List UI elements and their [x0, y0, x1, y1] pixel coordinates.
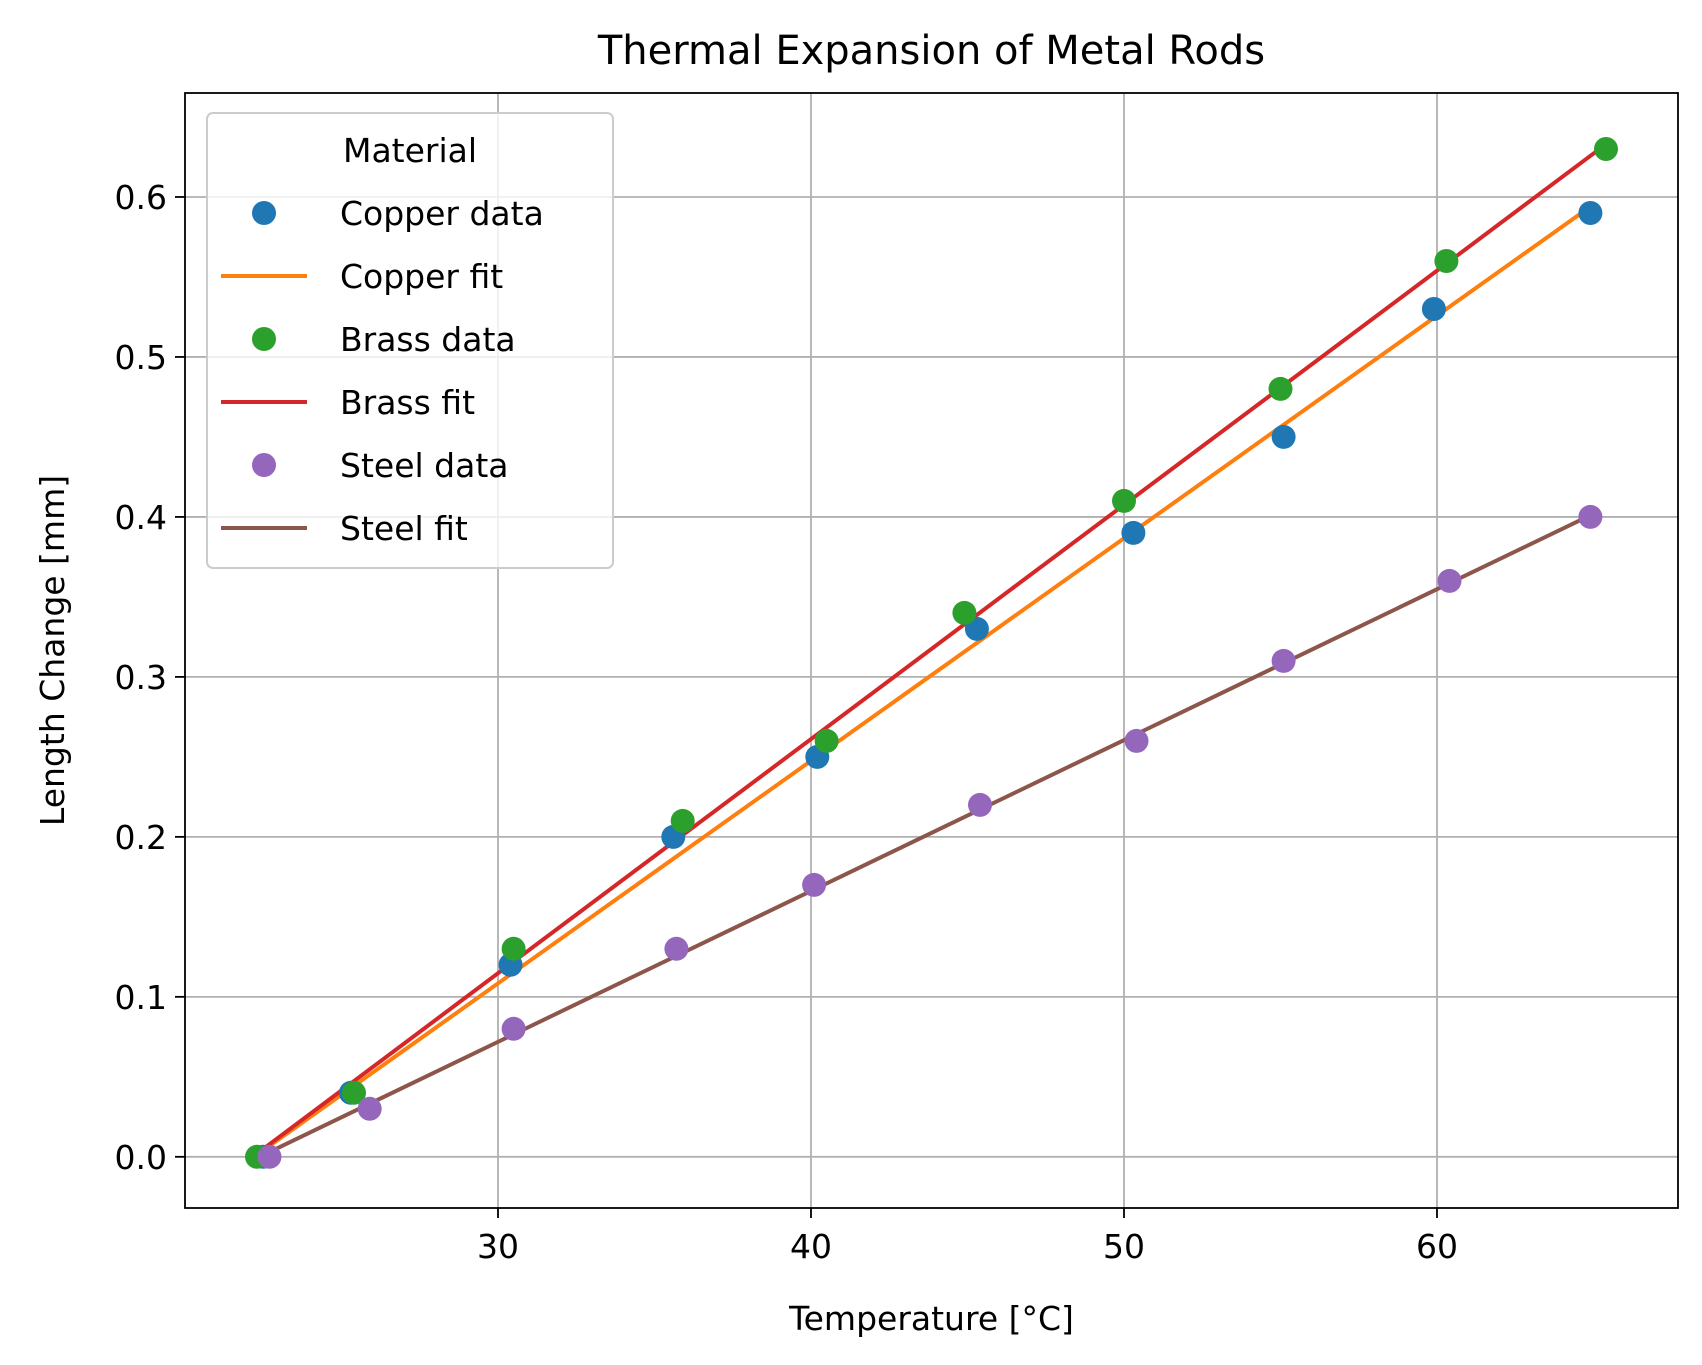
y-tick-label: 0.4 — [115, 498, 167, 537]
data-point-steel-data — [1578, 504, 1603, 529]
data-point-steel-data — [1124, 728, 1149, 753]
legend-box — [206, 112, 614, 569]
data-point-steel-data — [1437, 568, 1462, 593]
data-point-brass-data — [342, 1080, 366, 1105]
x-tick-label: 30 — [477, 1227, 519, 1266]
legend-marker-copper-data — [252, 201, 276, 225]
y-tick-label: 0.3 — [115, 658, 167, 697]
data-point-brass-data — [814, 728, 839, 753]
legend-label-steel-data: Steel data — [340, 446, 508, 485]
legend-marker-steel-data — [252, 453, 276, 477]
series-line-brass-fit — [255, 142, 1608, 1156]
data-point-brass-data — [670, 808, 695, 833]
y-axis-title: Length Change [mm] — [33, 475, 72, 826]
y-tick-label: 0.1 — [115, 978, 167, 1017]
plot-area — [245, 137, 1618, 1169]
legend: Material Copper data Copper fit Brass data B… — [206, 112, 614, 569]
data-point-copper-data — [1578, 201, 1603, 225]
legend-label-copper-fit: Copper fit — [340, 257, 503, 296]
data-point-steel-data — [1271, 648, 1296, 673]
x-tick-label: 50 — [1103, 1227, 1145, 1266]
y-tick-label: 0.2 — [115, 818, 167, 857]
data-point-brass-data — [1434, 249, 1459, 273]
data-point-copper-data — [1421, 297, 1446, 321]
legend-label-brass-data: Brass data — [340, 320, 516, 359]
data-point-copper-data — [1271, 424, 1296, 449]
data-point-steel-data — [501, 1016, 526, 1041]
data-point-steel-data — [802, 872, 827, 897]
data-point-brass-data — [501, 936, 526, 961]
series-line-steel-fit — [268, 513, 1592, 1154]
legend-title: Material — [343, 131, 477, 170]
data-point-steel-data — [257, 1144, 282, 1169]
legend-label-brass-fit: Brass fit — [340, 383, 475, 422]
data-point-steel-data — [664, 936, 689, 961]
data-point-brass-data — [1112, 488, 1136, 513]
y-tick-label: 0.5 — [115, 338, 167, 377]
data-point-brass-data — [952, 600, 977, 625]
legend-label-steel-fit: Steel fit — [340, 509, 468, 548]
data-point-steel-data — [968, 792, 992, 817]
data-point-steel-data — [357, 1096, 382, 1121]
axis-ticks: 30 40 50 60 0.0 0.1 0.2 0.3 0.4 0.5 0.6 — [115, 178, 1458, 1266]
axes-frame — [184, 92, 1679, 1209]
legend-label-copper-data: Copper data — [340, 194, 544, 233]
x-axis-title: Temperature [°C] — [788, 1299, 1074, 1338]
data-point-copper-data — [1121, 520, 1146, 545]
series-line-copper-fit — [262, 204, 1592, 1153]
x-tick-label: 60 — [1416, 1227, 1458, 1266]
legend-marker-brass-data — [252, 327, 276, 351]
y-tick-label: 0.6 — [115, 178, 167, 217]
data-point-brass-data — [1594, 137, 1618, 161]
data-point-brass-data — [1268, 376, 1293, 401]
y-tick-label: 0.0 — [115, 1138, 167, 1177]
x-tick-label: 40 — [790, 1227, 832, 1266]
chart-title: Thermal Expansion of Metal Rods — [597, 28, 1265, 74]
